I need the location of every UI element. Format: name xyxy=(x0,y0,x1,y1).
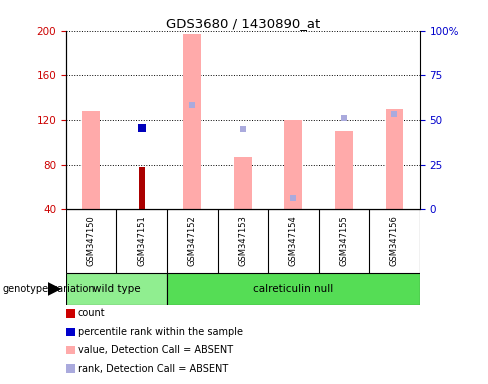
Point xyxy=(340,115,348,121)
Text: GSM347153: GSM347153 xyxy=(238,215,247,266)
Text: GSM347151: GSM347151 xyxy=(137,215,146,266)
Bar xyxy=(66,273,167,305)
Text: percentile rank within the sample: percentile rank within the sample xyxy=(78,327,243,337)
Point xyxy=(188,103,196,109)
Text: GSM347156: GSM347156 xyxy=(390,215,399,266)
Point xyxy=(239,126,247,132)
Point xyxy=(390,111,398,118)
Point xyxy=(289,195,297,201)
Text: rank, Detection Call = ABSENT: rank, Detection Call = ABSENT xyxy=(78,364,228,374)
Bar xyxy=(139,167,145,209)
Text: calreticulin null: calreticulin null xyxy=(253,284,333,294)
Title: GDS3680 / 1430890_at: GDS3680 / 1430890_at xyxy=(165,17,320,30)
Text: wild type: wild type xyxy=(93,284,140,294)
Text: value, Detection Call = ABSENT: value, Detection Call = ABSENT xyxy=(78,345,233,355)
Text: count: count xyxy=(78,308,105,318)
Text: genotype/variation: genotype/variation xyxy=(2,284,95,294)
Polygon shape xyxy=(48,282,61,296)
Bar xyxy=(167,273,420,305)
Bar xyxy=(386,109,403,209)
Text: GSM347150: GSM347150 xyxy=(87,215,96,266)
Bar xyxy=(82,111,100,209)
Bar xyxy=(234,157,252,209)
Bar xyxy=(285,120,302,209)
Text: GSM347155: GSM347155 xyxy=(339,215,348,266)
Bar xyxy=(183,34,201,209)
Point xyxy=(138,125,145,131)
Text: GSM347152: GSM347152 xyxy=(188,215,197,266)
Text: GSM347154: GSM347154 xyxy=(289,215,298,266)
Bar xyxy=(335,131,353,209)
